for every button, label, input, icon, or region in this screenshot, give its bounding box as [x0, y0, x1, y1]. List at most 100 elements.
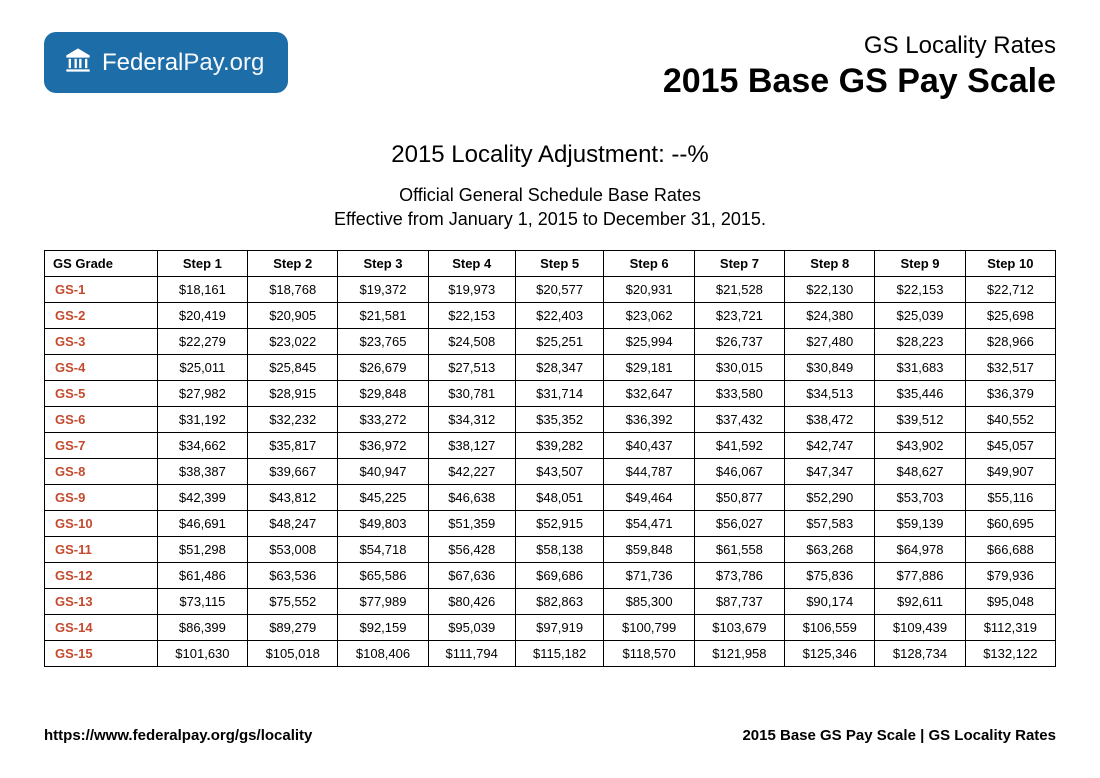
value-cell: $43,507 — [515, 458, 604, 484]
value-cell: $65,586 — [338, 562, 428, 588]
header: FederalPay.org GS Locality Rates 2015 Ba… — [44, 32, 1056, 101]
value-cell: $69,686 — [515, 562, 604, 588]
value-cell: $33,580 — [694, 380, 784, 406]
value-cell: $28,915 — [248, 380, 338, 406]
footer-url: https://www.federalpay.org/gs/locality — [44, 727, 312, 744]
value-cell: $35,817 — [248, 432, 338, 458]
value-cell: $49,907 — [965, 458, 1055, 484]
value-cell: $59,139 — [875, 510, 965, 536]
logo-name-thin: Pay.org — [183, 49, 264, 76]
value-cell: $36,392 — [604, 406, 694, 432]
value-cell: $51,359 — [428, 510, 515, 536]
value-cell: $45,225 — [338, 484, 428, 510]
value-cell: $128,734 — [875, 640, 965, 666]
grade-cell: GS-6 — [45, 406, 158, 432]
value-cell: $61,486 — [157, 562, 247, 588]
value-cell: $20,419 — [157, 302, 247, 328]
value-cell: $52,915 — [515, 510, 604, 536]
value-cell: $24,508 — [428, 328, 515, 354]
value-cell: $112,319 — [965, 614, 1055, 640]
grade-cell: GS-7 — [45, 432, 158, 458]
value-cell: $49,464 — [604, 484, 694, 510]
value-cell: $111,794 — [428, 640, 515, 666]
value-cell: $86,399 — [157, 614, 247, 640]
value-cell: $59,848 — [604, 536, 694, 562]
value-cell: $23,765 — [338, 328, 428, 354]
value-cell: $20,905 — [248, 302, 338, 328]
table-row: GS-12$61,486$63,536$65,586$67,636$69,686… — [45, 562, 1056, 588]
value-cell: $50,877 — [694, 484, 784, 510]
value-cell: $103,679 — [694, 614, 784, 640]
value-cell: $42,747 — [785, 432, 875, 458]
value-cell: $48,247 — [248, 510, 338, 536]
value-cell: $75,836 — [785, 562, 875, 588]
value-cell: $48,051 — [515, 484, 604, 510]
value-cell: $25,698 — [965, 302, 1055, 328]
table-row: GS-2$20,419$20,905$21,581$22,153$22,403$… — [45, 302, 1056, 328]
table-row: GS-4$25,011$25,845$26,679$27,513$28,347$… — [45, 354, 1056, 380]
value-cell: $56,027 — [694, 510, 784, 536]
value-cell: $30,781 — [428, 380, 515, 406]
table-body: GS-1$18,161$18,768$19,372$19,973$20,577$… — [45, 276, 1056, 666]
value-cell: $95,048 — [965, 588, 1055, 614]
value-cell: $43,812 — [248, 484, 338, 510]
value-cell: $27,513 — [428, 354, 515, 380]
table-row: GS-6$31,192$32,232$33,272$34,312$35,352$… — [45, 406, 1056, 432]
value-cell: $49,803 — [338, 510, 428, 536]
table-row: GS-5$27,982$28,915$29,848$30,781$31,714$… — [45, 380, 1056, 406]
value-cell: $32,517 — [965, 354, 1055, 380]
value-cell: $31,192 — [157, 406, 247, 432]
grade-cell: GS-10 — [45, 510, 158, 536]
value-cell: $100,799 — [604, 614, 694, 640]
col-step-2: Step 2 — [248, 250, 338, 276]
value-cell: $75,552 — [248, 588, 338, 614]
value-cell: $22,279 — [157, 328, 247, 354]
col-step-7: Step 7 — [694, 250, 784, 276]
value-cell: $25,011 — [157, 354, 247, 380]
value-cell: $26,737 — [694, 328, 784, 354]
value-cell: $21,581 — [338, 302, 428, 328]
value-cell: $61,558 — [694, 536, 784, 562]
value-cell: $47,347 — [785, 458, 875, 484]
table-head: GS GradeStep 1Step 2Step 3Step 4Step 5St… — [45, 250, 1056, 276]
value-cell: $40,437 — [604, 432, 694, 458]
value-cell: $39,667 — [248, 458, 338, 484]
value-cell: $23,062 — [604, 302, 694, 328]
logo-text: FederalPay.org — [102, 49, 264, 77]
col-grade: GS Grade — [45, 250, 158, 276]
table-row: GS-3$22,279$23,022$23,765$24,508$25,251$… — [45, 328, 1056, 354]
value-cell: $101,630 — [157, 640, 247, 666]
value-cell: $18,161 — [157, 276, 247, 302]
value-cell: $108,406 — [338, 640, 428, 666]
value-cell: $132,122 — [965, 640, 1055, 666]
value-cell: $35,446 — [875, 380, 965, 406]
value-cell: $28,347 — [515, 354, 604, 380]
value-cell: $95,039 — [428, 614, 515, 640]
value-cell: $32,232 — [248, 406, 338, 432]
value-cell: $51,298 — [157, 536, 247, 562]
value-cell: $77,989 — [338, 588, 428, 614]
grade-cell: GS-12 — [45, 562, 158, 588]
value-cell: $56,428 — [428, 536, 515, 562]
value-cell: $29,181 — [604, 354, 694, 380]
value-cell: $106,559 — [785, 614, 875, 640]
value-cell: $22,153 — [875, 276, 965, 302]
value-cell: $28,966 — [965, 328, 1055, 354]
title-small: GS Locality Rates — [663, 32, 1056, 60]
table-row: GS-14$86,399$89,279$92,159$95,039$97,919… — [45, 614, 1056, 640]
table-row: GS-8$38,387$39,667$40,947$42,227$43,507$… — [45, 458, 1056, 484]
value-cell: $25,251 — [515, 328, 604, 354]
title-big: 2015 Base GS Pay Scale — [663, 62, 1056, 101]
value-cell: $67,636 — [428, 562, 515, 588]
value-cell: $66,688 — [965, 536, 1055, 562]
value-cell: $31,683 — [875, 354, 965, 380]
value-cell: $30,015 — [694, 354, 784, 380]
desc-line-2: Effective from January 1, 2015 to Decemb… — [44, 207, 1056, 231]
value-cell: $79,936 — [965, 562, 1055, 588]
value-cell: $58,138 — [515, 536, 604, 562]
value-cell: $32,647 — [604, 380, 694, 406]
value-cell: $73,115 — [157, 588, 247, 614]
logo-badge: FederalPay.org — [44, 32, 288, 93]
value-cell: $90,174 — [785, 588, 875, 614]
value-cell: $89,279 — [248, 614, 338, 640]
